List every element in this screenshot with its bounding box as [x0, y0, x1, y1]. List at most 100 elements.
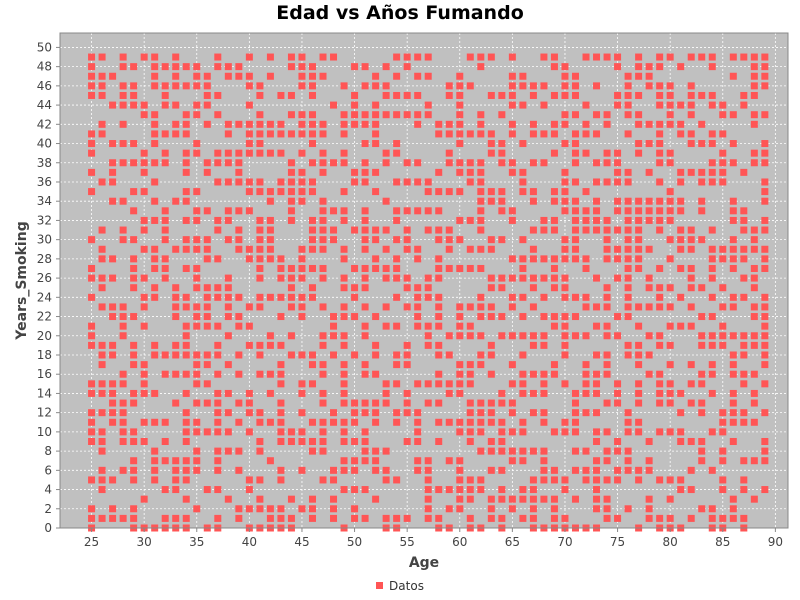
data-point — [130, 207, 138, 215]
data-point — [403, 361, 411, 369]
data-point — [687, 274, 695, 282]
data-point — [424, 293, 432, 301]
data-point — [593, 437, 601, 445]
data-point — [161, 274, 169, 282]
data-point — [624, 245, 632, 253]
data-point — [256, 264, 264, 272]
data-point — [361, 111, 369, 119]
data-point — [298, 437, 306, 445]
data-point — [614, 389, 622, 397]
data-point — [308, 236, 316, 244]
data-point — [172, 101, 180, 109]
data-point — [256, 82, 264, 90]
data-point — [88, 188, 96, 196]
data-point — [330, 476, 338, 484]
data-point — [235, 399, 243, 407]
data-point — [677, 322, 685, 330]
y-tick-label: 32 — [37, 213, 52, 227]
data-point — [382, 245, 390, 253]
data-point — [550, 322, 558, 330]
data-point — [266, 226, 274, 234]
data-point — [119, 101, 127, 109]
data-point — [140, 293, 148, 301]
data-point — [193, 63, 201, 71]
data-point — [561, 63, 569, 71]
data-point — [245, 505, 253, 513]
data-point — [182, 418, 190, 426]
data-point — [729, 207, 737, 215]
data-point — [593, 495, 601, 503]
data-point — [666, 236, 674, 244]
data-point — [519, 178, 527, 186]
data-point — [477, 226, 485, 234]
data-point — [393, 293, 401, 301]
data-point — [340, 370, 348, 378]
data-point — [245, 140, 253, 148]
data-point — [140, 53, 148, 61]
legend-label-datos: Datos — [389, 579, 424, 593]
data-point — [656, 293, 664, 301]
data-point — [645, 168, 653, 176]
data-point — [719, 149, 727, 157]
data-point — [593, 322, 601, 330]
data-point — [719, 418, 727, 426]
data-point — [550, 428, 558, 436]
data-point — [508, 53, 516, 61]
y-tick-label: 2 — [44, 502, 52, 516]
data-point — [361, 322, 369, 330]
data-point — [508, 380, 516, 388]
data-point — [361, 447, 369, 455]
data-point — [666, 159, 674, 167]
data-point — [277, 178, 285, 186]
data-point — [351, 120, 359, 128]
data-point — [456, 303, 464, 311]
data-point — [98, 72, 106, 80]
data-point — [277, 370, 285, 378]
data-point — [340, 486, 348, 494]
data-point — [372, 457, 380, 465]
data-point — [635, 428, 643, 436]
data-point — [151, 130, 159, 138]
data-point — [130, 91, 138, 99]
data-point — [235, 120, 243, 128]
data-point — [719, 101, 727, 109]
data-point — [635, 361, 643, 369]
data-point — [645, 245, 653, 253]
data-point — [403, 284, 411, 292]
data-point — [624, 91, 632, 99]
data-point — [140, 370, 148, 378]
data-point — [540, 370, 548, 378]
data-point — [382, 466, 390, 474]
data-point — [571, 332, 579, 340]
data-point — [130, 274, 138, 282]
y-tick-label: 42 — [37, 117, 52, 131]
data-point — [330, 514, 338, 522]
data-point — [88, 514, 96, 522]
data-point — [214, 351, 222, 359]
data-point — [582, 370, 590, 378]
data-point — [277, 428, 285, 436]
data-point — [193, 351, 201, 359]
data-point — [677, 63, 685, 71]
data-point — [624, 293, 632, 301]
data-point — [235, 505, 243, 513]
data-point — [656, 389, 664, 397]
data-point — [635, 466, 643, 474]
data-point — [750, 53, 758, 61]
data-point — [708, 505, 716, 513]
data-point — [351, 284, 359, 292]
data-point — [130, 457, 138, 465]
data-point — [487, 437, 495, 445]
data-point — [298, 293, 306, 301]
data-point — [645, 120, 653, 128]
data-point — [466, 322, 474, 330]
data-point — [319, 370, 327, 378]
x-tick-label: 45 — [294, 535, 309, 549]
data-point — [277, 264, 285, 272]
data-point — [687, 226, 695, 234]
data-point — [761, 293, 769, 301]
data-point — [761, 111, 769, 119]
data-point — [403, 437, 411, 445]
data-point — [614, 514, 622, 522]
data-point — [656, 101, 664, 109]
